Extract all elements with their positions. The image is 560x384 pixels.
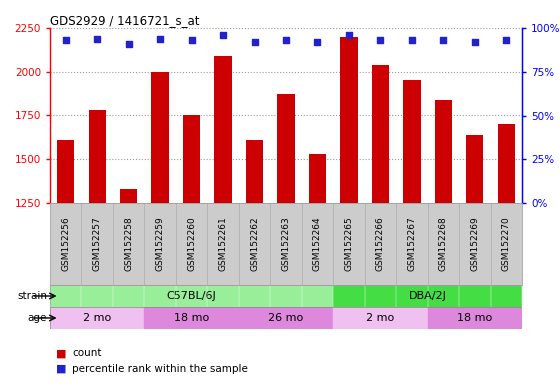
Text: GSM152259: GSM152259 xyxy=(156,217,165,271)
Text: GSM152265: GSM152265 xyxy=(344,217,353,271)
Point xyxy=(124,41,133,47)
Bar xyxy=(246,140,263,384)
Text: 18 mo: 18 mo xyxy=(457,313,492,323)
Point xyxy=(250,39,259,45)
Point xyxy=(439,37,448,43)
Text: GSM152260: GSM152260 xyxy=(187,217,196,271)
Point xyxy=(376,37,385,43)
Bar xyxy=(435,100,452,384)
Text: GDS2929 / 1416721_s_at: GDS2929 / 1416721_s_at xyxy=(50,14,199,27)
Point xyxy=(407,37,416,43)
Text: count: count xyxy=(72,348,102,358)
Text: GSM152256: GSM152256 xyxy=(61,217,70,271)
Text: GSM152269: GSM152269 xyxy=(470,217,479,271)
Bar xyxy=(466,135,483,384)
Bar xyxy=(183,116,200,384)
Bar xyxy=(50,307,144,329)
Text: GSM152267: GSM152267 xyxy=(407,217,417,271)
Point xyxy=(282,37,291,43)
Text: GSM152268: GSM152268 xyxy=(439,217,448,271)
Text: C57BL/6J: C57BL/6J xyxy=(167,291,217,301)
Text: GSM152257: GSM152257 xyxy=(93,217,102,271)
Bar xyxy=(498,124,515,384)
Bar xyxy=(340,37,358,384)
Bar xyxy=(277,94,295,384)
Bar xyxy=(403,81,421,384)
Bar xyxy=(120,189,137,384)
Text: 2 mo: 2 mo xyxy=(83,313,111,323)
Text: percentile rank within the sample: percentile rank within the sample xyxy=(72,364,248,374)
Text: GSM152266: GSM152266 xyxy=(376,217,385,271)
Text: ■: ■ xyxy=(55,348,66,358)
Text: strain: strain xyxy=(17,291,47,301)
Text: GSM152263: GSM152263 xyxy=(282,217,291,271)
Bar xyxy=(88,110,106,384)
Bar xyxy=(57,140,74,384)
Text: GSM152264: GSM152264 xyxy=(313,217,322,271)
Text: 26 mo: 26 mo xyxy=(268,313,304,323)
Bar xyxy=(309,154,326,384)
Text: age: age xyxy=(28,313,47,323)
Bar xyxy=(333,285,522,307)
Bar xyxy=(144,307,239,329)
Text: GSM152258: GSM152258 xyxy=(124,217,133,271)
Bar xyxy=(239,307,333,329)
Bar xyxy=(372,65,389,384)
Text: 18 mo: 18 mo xyxy=(174,313,209,323)
Point xyxy=(187,37,196,43)
Bar xyxy=(428,307,522,329)
Bar xyxy=(214,56,232,384)
Text: DBA/2J: DBA/2J xyxy=(409,291,446,301)
Point xyxy=(344,32,353,38)
Text: ■: ■ xyxy=(55,364,66,374)
Point xyxy=(156,35,165,41)
Text: GSM152261: GSM152261 xyxy=(218,217,227,271)
Point xyxy=(313,39,322,45)
Point xyxy=(218,32,227,38)
Text: GSM152270: GSM152270 xyxy=(502,217,511,271)
Text: 2 mo: 2 mo xyxy=(366,313,395,323)
Bar xyxy=(151,72,169,384)
Text: GSM152262: GSM152262 xyxy=(250,217,259,271)
Bar xyxy=(50,285,333,307)
Bar xyxy=(333,307,428,329)
Point xyxy=(93,35,102,41)
Point xyxy=(502,37,511,43)
Point xyxy=(470,39,479,45)
Point xyxy=(61,37,70,43)
